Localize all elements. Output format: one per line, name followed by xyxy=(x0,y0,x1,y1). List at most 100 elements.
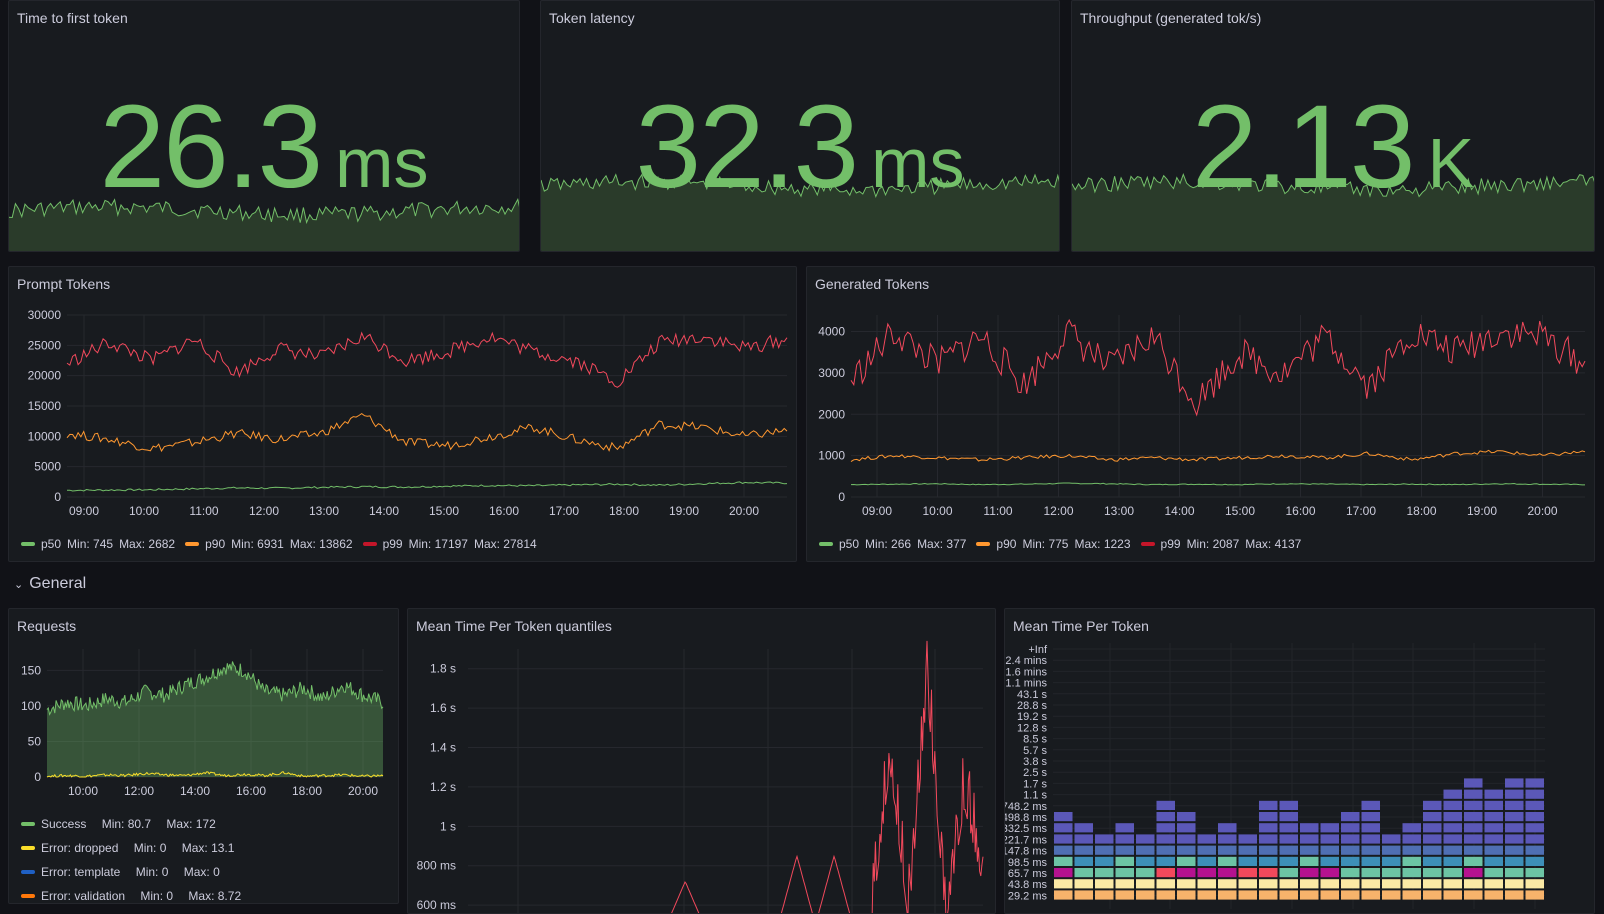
heatmap-cell xyxy=(1464,845,1483,855)
heatmap-cell xyxy=(1361,868,1380,878)
heatmap-cell xyxy=(1259,823,1278,833)
legend-item-error-dropped[interactable]: Error: dropped Min: 0 Max: 13.1 xyxy=(21,836,241,860)
y-bucket-label: 19.2 s xyxy=(1017,711,1047,723)
sparkline-area xyxy=(1072,174,1594,251)
heatmap-cell xyxy=(1443,890,1462,900)
legend-swatch xyxy=(21,870,35,874)
legend-max: Max: 27814 xyxy=(473,537,537,551)
chevron-down-icon[interactable]: ⌄ xyxy=(14,578,24,591)
stat-unit: K xyxy=(1427,124,1475,202)
heatmap-cell xyxy=(1423,812,1442,822)
legend-min: Min: 0 xyxy=(133,841,167,855)
y-tick-label: 0 xyxy=(54,490,61,504)
heatmap-cell xyxy=(1443,823,1462,833)
legend-item-p90[interactable]: p90 Min: 775 Max: 1223 xyxy=(976,537,1131,551)
y-bucket-label: +Inf xyxy=(1028,644,1048,656)
y-tick-label: 150 xyxy=(21,663,41,677)
x-tick-label: 16:00 xyxy=(489,504,519,518)
heatmap-cell xyxy=(1361,890,1380,900)
heatmap-cell xyxy=(1361,812,1380,822)
legend-min: Min: 745 xyxy=(67,537,114,551)
heatmap-cell xyxy=(1402,868,1421,878)
heatmap-cell xyxy=(1074,879,1093,889)
heatmap-cell xyxy=(1074,834,1093,844)
heatmap-cell xyxy=(1361,800,1380,810)
heatmap-cell xyxy=(1525,879,1544,889)
series-line xyxy=(850,449,1586,463)
heatmap-cell xyxy=(1279,823,1298,833)
heatmap-cell xyxy=(1443,834,1462,844)
panel-requests[interactable]: Requests 0 50 100 150 10:00 12:00 14:00 16:00 18… xyxy=(8,608,399,904)
y-tick-label: 5000 xyxy=(34,460,61,474)
x-tick-label: 13:00 xyxy=(309,504,339,518)
heatmap-cell xyxy=(1464,789,1483,799)
heatmap-cell xyxy=(1464,834,1483,844)
y-bucket-label: 498.8 ms xyxy=(1005,812,1047,824)
x-tick-label: 19:00 xyxy=(669,504,699,518)
heatmap-cell xyxy=(1361,834,1380,844)
series-area xyxy=(47,661,383,777)
heatmap-cell xyxy=(1279,890,1298,900)
panel-mtpt-quantiles[interactable]: Mean Time Per Token quantiles 600 ms 800 … xyxy=(407,608,996,914)
legend-item-p99[interactable]: p99 Min: 2087 Max: 4137 xyxy=(1140,537,1302,551)
heatmap-cell xyxy=(1136,856,1155,866)
panel-mtpt-heatmap[interactable]: Mean Time Per Token +Inf 2.4 mins 1.6 mins… xyxy=(1004,608,1595,914)
x-tick-label: 11:00 xyxy=(983,504,1012,518)
legend-swatch xyxy=(819,542,833,546)
y-tick-label: 2000 xyxy=(818,407,845,421)
heatmap-cell xyxy=(1505,856,1524,866)
y-bucket-label: 43.1 s xyxy=(1017,689,1047,701)
heatmap-cell xyxy=(1443,812,1462,822)
heatmap-cell xyxy=(1341,856,1360,866)
heatmap-cell xyxy=(1238,890,1257,900)
legend-swatch xyxy=(185,542,200,546)
legend-item-p99[interactable]: p99 Min: 17197 Max: 27814 xyxy=(362,537,537,551)
row-header-general[interactable]: ⌄ General xyxy=(14,575,86,593)
heatmap-cell xyxy=(1238,879,1257,889)
heatmap-cell xyxy=(1464,800,1483,810)
heatmap-cell xyxy=(1054,834,1073,844)
y-tick-label: 30000 xyxy=(28,308,62,322)
x-tick-label: 10:00 xyxy=(129,504,159,518)
heatmap-cell xyxy=(1361,823,1380,833)
heatmap-cell xyxy=(1320,834,1339,844)
heatmap-cell xyxy=(1156,812,1175,822)
legend-item-success[interactable]: Success Min: 80.7 Max: 172 xyxy=(21,812,241,836)
heatmap-cell xyxy=(1115,879,1134,889)
legend-item-error-validation[interactable]: Error: validation Min: 0 Max: 8.72 xyxy=(21,884,241,902)
heatmap-cell xyxy=(1525,890,1544,900)
heatmap-cell xyxy=(1320,823,1339,833)
legend-label: p99 xyxy=(1160,537,1181,551)
y-tick-label: 1.2 s xyxy=(430,780,456,794)
heatmap-cell xyxy=(1218,890,1237,900)
heatmap-cell xyxy=(1054,868,1073,878)
panel-prompt-tokens[interactable]: Prompt Tokens 0 5000 10000 15000 20000 25000 3… xyxy=(8,266,797,562)
stat-panel-throughput[interactable]: Throughput (generated tok/s) 2.13 K xyxy=(1071,0,1595,252)
legend-item-p50[interactable]: p50 Min: 266 Max: 377 xyxy=(819,537,966,551)
series-line xyxy=(46,770,384,778)
stat-panel-token-latency[interactable]: Token latency 32.3 ms xyxy=(540,0,1060,252)
heatmap-cell xyxy=(1423,823,1442,833)
legend-max: Max: 4137 xyxy=(1245,537,1302,551)
heatmap-cell xyxy=(1341,812,1360,822)
stat-panel-ttft[interactable]: Time to first token 26.3 ms xyxy=(8,0,520,252)
heatmap-cell xyxy=(1197,845,1216,855)
heatmap-cell xyxy=(1300,856,1319,866)
heatmap-cell xyxy=(1259,856,1278,866)
legend-item-p50[interactable]: p50 Min: 745 Max: 2682 xyxy=(21,537,175,551)
stat-number: 26.3 xyxy=(99,81,324,213)
x-tick-label: 19:00 xyxy=(1467,504,1497,518)
stat-number: 2.13 xyxy=(1191,81,1416,213)
heatmap-cell xyxy=(1279,856,1298,866)
series-line xyxy=(66,481,788,492)
heatmap-cell xyxy=(1115,823,1134,833)
heatmap-cell xyxy=(1300,845,1319,855)
legend-item-p90[interactable]: p90 Min: 6931 Max: 13862 xyxy=(185,537,353,551)
heatmap-cell xyxy=(1320,879,1339,889)
legend-item-error-template[interactable]: Error: template Min: 0 Max: 0 xyxy=(21,860,241,884)
heatmap-cell xyxy=(1095,879,1114,889)
series-line xyxy=(46,661,384,716)
heatmap-cell xyxy=(1443,800,1462,810)
panel-generated-tokens[interactable]: Generated Tokens 0 1000 2000 3000 4000 09:00 1… xyxy=(806,266,1595,562)
row-title: General xyxy=(29,575,87,592)
